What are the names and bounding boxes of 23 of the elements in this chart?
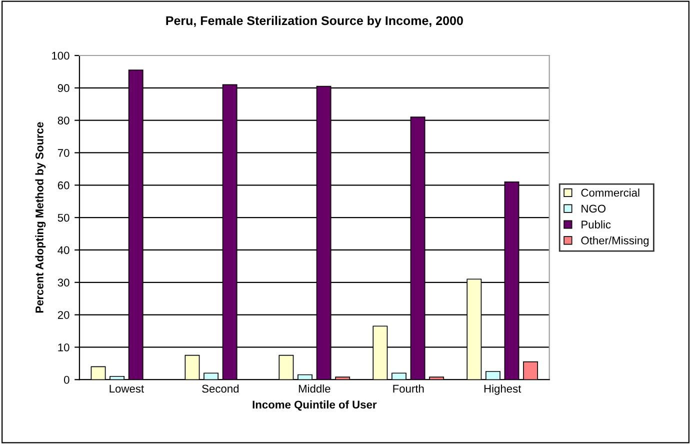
x-tick-label: Fourth (393, 384, 424, 393)
x-tick-label: Lowest (110, 384, 144, 393)
x-axis-title: Income Quintile of User (252, 400, 377, 411)
y-tick-label: 80 (58, 116, 70, 124)
y-tick-label: 70 (58, 149, 70, 157)
y-tick-label: 10 (58, 343, 70, 352)
y-tick-label: 60 (58, 181, 70, 190)
legend-label: Public (582, 220, 611, 228)
y-axis-title: Percent Adopting Method by Source (35, 122, 46, 313)
y-tick-label: 50 (58, 214, 70, 222)
x-tick-label: Second (202, 384, 239, 393)
x-tick-label: Highest (484, 384, 522, 395)
y-tick-label: 0 (64, 376, 70, 384)
legend-label: Commercial (581, 188, 640, 197)
y-tick-label: 30 (58, 278, 70, 287)
chart-title: Peru, Female Sterilization Source by Income, 2000 (166, 16, 463, 28)
legend-label: NGO (582, 204, 606, 213)
y-tick-label: 100 (52, 52, 70, 60)
y-tick-label: 20 (58, 311, 70, 319)
legend-label: Other/Missing (581, 236, 649, 247)
y-tick-label: 90 (58, 84, 70, 92)
x-tick-label: Middle (298, 384, 330, 393)
y-tick-label: 40 (58, 246, 70, 254)
